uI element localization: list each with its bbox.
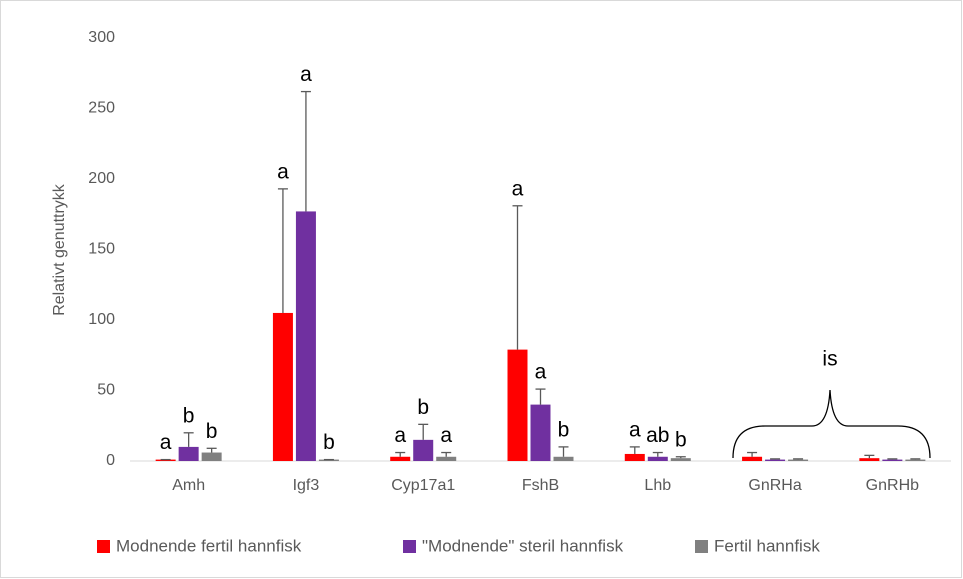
bar <box>788 459 809 461</box>
y-tick-label: 0 <box>106 452 115 469</box>
bar <box>272 312 293 461</box>
significance-letter: a <box>535 361 547 384</box>
x-tick-label: Igf3 <box>293 477 320 494</box>
significance-letter: b <box>206 420 218 443</box>
legend-text: "Modnende" steril hannfisk <box>422 536 624 555</box>
y-axis-label: Relativt genuttrykk <box>51 183 68 316</box>
significance-letter: a <box>300 63 312 86</box>
bar <box>178 446 199 461</box>
y-tick-label: 150 <box>88 241 115 258</box>
bar <box>905 459 926 461</box>
brace <box>732 389 931 459</box>
bar <box>507 349 528 461</box>
bar <box>201 452 222 461</box>
x-tick-label: GnRHa <box>748 477 801 494</box>
x-tick-label: FshB <box>522 477 559 494</box>
legend-swatch <box>97 540 110 553</box>
bar <box>413 439 434 461</box>
bar <box>624 453 645 461</box>
bar <box>765 459 786 461</box>
bar <box>530 404 551 461</box>
bar <box>295 211 316 461</box>
y-tick-label: 300 <box>88 29 115 46</box>
bar <box>436 456 457 461</box>
x-tick-label: GnRHb <box>866 477 919 494</box>
bar <box>742 456 763 461</box>
x-tick-label: Lhb <box>644 477 671 494</box>
significance-letter: a <box>440 424 452 447</box>
y-tick-label: 100 <box>88 311 115 328</box>
legend-swatch <box>695 540 708 553</box>
significance-letter: ab <box>646 424 669 447</box>
bar <box>882 459 903 461</box>
significance-letter: b <box>675 428 687 451</box>
bar <box>390 456 411 461</box>
bar <box>553 456 574 461</box>
significance-letter: b <box>558 418 570 441</box>
bar <box>318 459 339 461</box>
bar <box>647 456 668 461</box>
bar <box>670 458 691 461</box>
legend-text: Modnende fertil hannfisk <box>116 536 302 555</box>
significance-letter: a <box>394 424 406 447</box>
significance-letter: b <box>323 431 335 454</box>
significance-letter: a <box>160 431 172 454</box>
legend-swatch <box>403 540 416 553</box>
significance-letter: b <box>183 404 195 427</box>
x-tick-label: Cyp17a1 <box>391 477 455 494</box>
significance-letter: a <box>629 418 641 441</box>
significance-letter: a <box>277 160 289 183</box>
bar <box>859 458 880 461</box>
significance-letter: b <box>417 396 429 419</box>
significance-letter: a <box>512 177 524 200</box>
annotation: is <box>822 348 837 371</box>
x-tick-label: Amh <box>172 477 205 494</box>
y-tick-label: 50 <box>97 382 115 399</box>
legend-text: Fertil hannfisk <box>714 536 820 555</box>
y-tick-label: 250 <box>88 100 115 117</box>
y-tick-label: 200 <box>88 170 115 187</box>
bar <box>155 459 176 461</box>
